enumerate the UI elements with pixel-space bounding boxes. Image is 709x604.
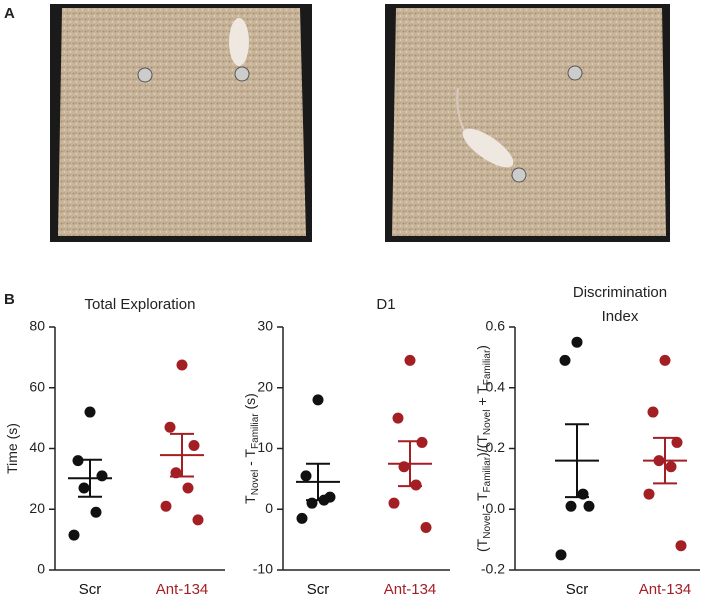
data-point: [388, 497, 400, 509]
data-point: [164, 421, 176, 433]
data-point: [176, 359, 188, 371]
data-point: [659, 354, 671, 366]
data-point: [84, 406, 96, 418]
y-label-part: ): [474, 345, 490, 350]
y-tick-label: 0.0: [486, 500, 506, 516]
y-axis-label: TNovel - TFamiliar (s): [242, 393, 261, 504]
data-point: [300, 470, 312, 482]
data-point: [68, 529, 80, 541]
y-label-part: + T: [474, 385, 490, 410]
y-tick-label: 30: [257, 318, 273, 334]
data-point: [96, 470, 108, 482]
data-point: [182, 482, 194, 494]
y-tick-label: 0.6: [486, 318, 506, 334]
y-label-part: Familiar: [482, 456, 493, 492]
data-point: [392, 412, 404, 424]
y-label-part: (T: [474, 538, 490, 552]
data-point: [420, 521, 432, 533]
data-point: [416, 436, 428, 448]
y-tick-label: 0: [265, 500, 273, 516]
data-point: [665, 461, 677, 473]
data-point: [312, 394, 324, 406]
y-label-part: (s): [242, 393, 258, 413]
x-tick-label: Ant-134: [639, 581, 692, 598]
panel-label: A: [4, 5, 15, 22]
y-tick-label: 0.2: [486, 439, 506, 455]
y-axis-label: Time (s): [4, 423, 20, 474]
x-tick-label: Ant-134: [384, 581, 437, 598]
data-point: [583, 500, 595, 512]
y-tick-label: 60: [29, 378, 45, 394]
y-tick-label: 40: [29, 439, 45, 455]
data-point: [160, 500, 172, 512]
data-point: [559, 354, 571, 366]
y-tick-label: 0: [37, 561, 45, 577]
y-label-part: - T: [242, 449, 258, 470]
data-point: [675, 540, 687, 552]
chart-title: Index: [602, 308, 639, 325]
chart-title: D1: [376, 296, 395, 313]
y-label-part: Novel: [250, 470, 261, 496]
data-point: [192, 514, 204, 526]
y-label-part: Novel: [482, 410, 493, 436]
data-point: [78, 482, 90, 494]
y-label-part: Familiar: [250, 413, 261, 449]
y-tick-label: 20: [29, 500, 45, 516]
y-label-part: - T: [474, 492, 490, 513]
data-point: [90, 506, 102, 518]
y-label-part: Novel: [482, 513, 493, 539]
y-axis-label: (TNovel - TFamiliar)/(TNovel + TFamiliar…: [474, 345, 493, 552]
x-tick-label: Scr: [566, 581, 589, 598]
data-point: [643, 488, 655, 500]
chart-title: Total Exploration: [85, 296, 196, 313]
panel-label: B: [4, 291, 15, 308]
data-point: [671, 436, 683, 448]
data-point: [565, 500, 577, 512]
data-point: [647, 406, 659, 418]
data-point: [571, 336, 583, 348]
y-label-part: )/(T: [474, 435, 490, 457]
data-point: [188, 439, 200, 451]
x-tick-label: Scr: [307, 581, 330, 598]
photo-right: [385, 4, 670, 242]
x-tick-label: Scr: [79, 581, 102, 598]
y-tick-label: 80: [29, 318, 45, 334]
x-tick-label: Ant-134: [156, 581, 209, 598]
data-point: [410, 479, 422, 491]
y-label-part: Time (s): [4, 423, 20, 474]
data-point: [404, 354, 416, 366]
chart-title: Discrimination: [573, 284, 667, 301]
y-label-part: T: [242, 495, 258, 504]
y-tick-label: 0.4: [486, 378, 506, 394]
y-tick-label: 20: [257, 378, 273, 394]
y-tick-label: -10: [253, 561, 273, 577]
photo-left: [50, 4, 312, 242]
data-point: [296, 512, 308, 524]
y-label-part: Familiar: [482, 349, 493, 385]
data-point: [555, 549, 567, 561]
y-tick-label: 10: [257, 439, 273, 455]
y-tick-label: -0.2: [481, 561, 505, 577]
